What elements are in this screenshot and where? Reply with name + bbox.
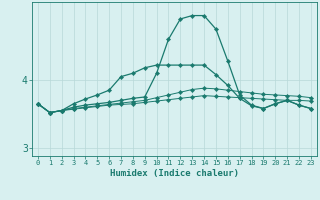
- X-axis label: Humidex (Indice chaleur): Humidex (Indice chaleur): [110, 169, 239, 178]
